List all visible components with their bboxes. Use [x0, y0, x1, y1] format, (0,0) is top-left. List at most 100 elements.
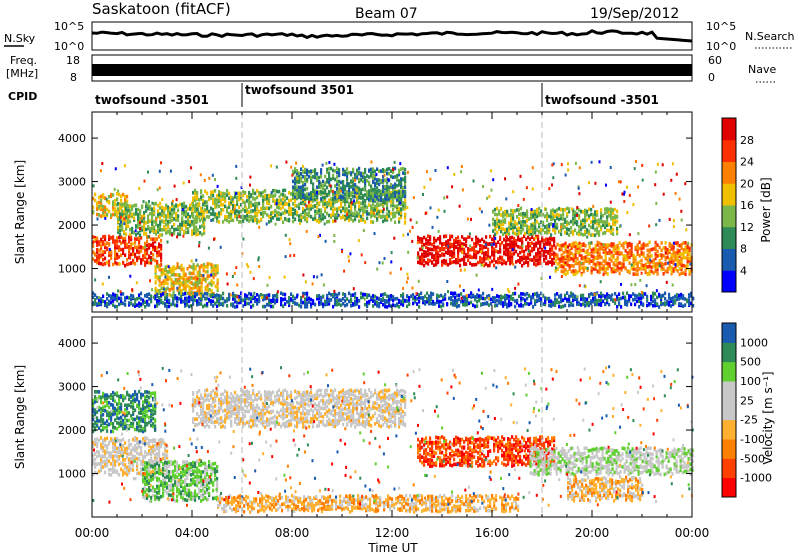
heatmap-cell — [604, 211, 607, 215]
heatmap-cell — [628, 294, 631, 298]
heatmap-cell — [181, 209, 184, 214]
heatmap-cell — [494, 300, 497, 304]
heatmap-cell — [580, 221, 583, 226]
heatmap-cell — [578, 264, 581, 268]
heatmap-cell — [190, 271, 193, 276]
heatmap-cell — [187, 218, 190, 223]
heatmap-cell — [388, 171, 391, 176]
heatmap-cell — [116, 244, 119, 248]
heatmap-cell — [150, 251, 153, 255]
heatmap-cell — [196, 193, 199, 198]
heatmap-cell — [120, 235, 123, 239]
heatmap-cell — [509, 255, 512, 259]
heatmap-cell — [364, 292, 367, 297]
heatmap-cell — [596, 219, 599, 223]
heatmap-cell — [604, 302, 607, 306]
heatmap-cell — [658, 305, 661, 309]
heatmap-cell — [138, 236, 141, 240]
heatmap-cell — [588, 252, 591, 256]
heatmap-cell — [584, 225, 587, 229]
heatmap-cell — [496, 224, 499, 229]
heatmap-cell — [612, 227, 615, 232]
heatmap-cell — [122, 301, 125, 306]
heatmap-cell — [490, 297, 493, 302]
heatmap-cell — [650, 301, 653, 306]
heatmap-cell — [104, 214, 107, 218]
heatmap-cell — [654, 301, 657, 305]
heatmap-cell — [134, 252, 137, 257]
heatmap-cell — [598, 261, 601, 266]
heatmap-cell — [266, 213, 269, 217]
heatmap-cell — [112, 262, 115, 267]
heatmap-cell — [402, 194, 405, 199]
heatmap-cell — [268, 298, 271, 302]
heatmap-cell — [294, 208, 297, 213]
heatmap-cell — [532, 305, 535, 309]
heatmap-cell — [438, 294, 441, 298]
heatmap-cell — [632, 253, 635, 258]
heatmap-cell — [521, 240, 524, 244]
heatmap-cell — [192, 295, 195, 299]
heatmap-cell — [135, 203, 138, 207]
heatmap-cell — [346, 167, 349, 171]
heatmap-cell — [536, 219, 539, 224]
heatmap-cell — [194, 188, 197, 193]
heatmap-cell — [212, 211, 215, 215]
heatmap-cell — [252, 303, 255, 308]
heatmap-cell — [240, 295, 243, 300]
cpid-label: CPID — [8, 90, 37, 103]
heatmap-cell — [364, 167, 367, 172]
heatmap-cell — [210, 299, 213, 303]
heatmap-cell — [414, 295, 417, 300]
heatmap-cell — [400, 302, 403, 306]
heatmap-cell — [126, 242, 129, 247]
heatmap-cell — [660, 294, 663, 298]
heatmap-cell — [196, 219, 199, 224]
heatmap-cell — [179, 225, 182, 230]
heatmap-cell — [318, 294, 321, 298]
heatmap-speckle — [434, 169, 437, 172]
heatmap-cell — [172, 299, 175, 304]
heatmap-cell — [506, 213, 509, 218]
heatmap-cell — [396, 204, 399, 208]
heatmap-cell — [562, 213, 565, 217]
heatmap-cell — [424, 294, 427, 299]
heatmap-speckle — [325, 162, 328, 165]
heatmap-cell — [256, 217, 259, 222]
heatmap-cell — [650, 294, 653, 299]
heatmap-cell — [558, 264, 561, 269]
heatmap-cell — [100, 203, 103, 207]
heatmap-cell — [547, 237, 550, 242]
heatmap-cell — [402, 171, 405, 175]
heatmap-cell — [483, 251, 486, 256]
heatmap-cell — [200, 206, 203, 211]
heatmap-cell — [378, 182, 381, 187]
heatmap-cell — [214, 205, 217, 209]
heatmap-speckle — [545, 214, 547, 218]
heatmap-cell — [372, 294, 375, 298]
heatmap-cell — [672, 249, 675, 254]
heatmap-cell — [414, 300, 417, 304]
heatmap-speckle — [614, 298, 617, 302]
heatmap-speckle — [376, 267, 379, 271]
heatmap-cell — [680, 242, 683, 247]
heatmap-cell — [308, 170, 311, 174]
heatmap-cell — [360, 196, 363, 200]
heatmap-cell — [153, 225, 156, 229]
heatmap-cell — [598, 230, 601, 234]
heatmap-cell — [512, 222, 515, 227]
heatmap-cell — [470, 295, 473, 299]
heatmap-cell — [380, 209, 383, 213]
nsky-label: N.Sky — [4, 32, 36, 45]
heatmap-cell — [286, 218, 289, 222]
heatmap-cell — [429, 247, 432, 252]
heatmap-cell — [125, 201, 128, 206]
heatmap-cell — [302, 215, 305, 219]
heatmap-cell — [230, 218, 233, 222]
heatmap-cell — [298, 214, 301, 218]
heatmap-cell — [100, 198, 103, 203]
heatmap-cell — [128, 296, 131, 300]
heatmap-cell — [666, 247, 669, 252]
heatmap-cell — [348, 218, 351, 223]
heatmap-cell — [328, 213, 331, 218]
